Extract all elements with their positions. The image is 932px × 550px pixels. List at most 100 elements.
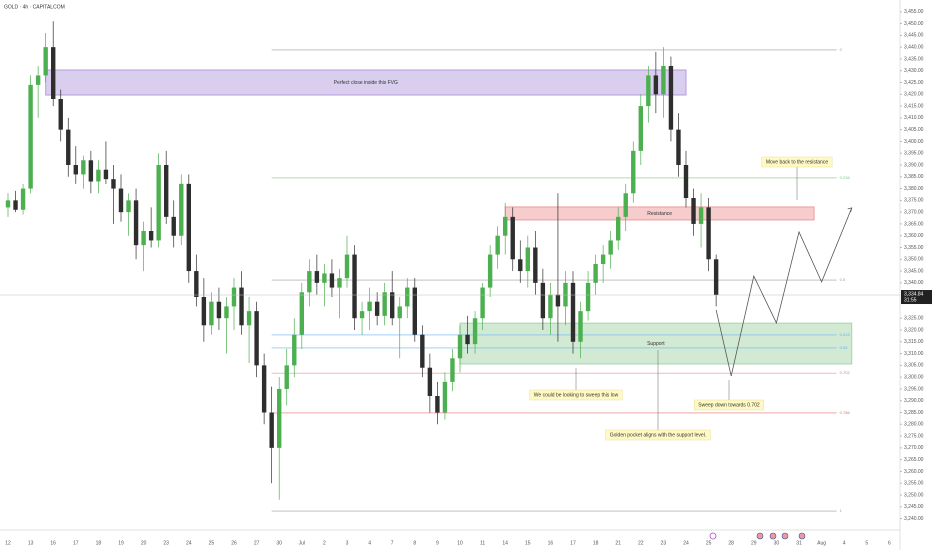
x-tick-label: 17 — [570, 540, 576, 546]
candle-body — [593, 264, 598, 283]
candle-body — [307, 271, 312, 293]
fib-label: 0.5 — [840, 277, 846, 282]
x-tick-label: 27 — [254, 540, 260, 546]
y-tick-label: 3,255.00 — [904, 481, 924, 487]
x-tick-label: 28 — [728, 540, 734, 546]
annotation-box — [605, 429, 711, 441]
x-tick-label: 30 — [276, 540, 282, 546]
y-tick-label: 3,295.00 — [904, 386, 924, 392]
candle-body — [382, 292, 387, 316]
event-icons — [709, 532, 806, 540]
x-tick-label: 9 — [436, 540, 439, 546]
candle-body — [13, 200, 18, 210]
x-tick-label: 6 — [888, 540, 891, 546]
candle-body — [397, 306, 402, 319]
x-tick-label: 3 — [346, 540, 349, 546]
candle-body — [638, 106, 643, 151]
candle-body — [420, 334, 425, 368]
y-tick-label: 3,450.00 — [904, 21, 924, 27]
candle-body — [442, 381, 448, 413]
candle-body — [691, 198, 696, 224]
fib-label: 0 — [840, 47, 843, 52]
annotation-box — [529, 389, 623, 401]
candle-body — [518, 259, 523, 272]
candle-body — [616, 216, 621, 241]
y-tick-label: 3,275.00 — [904, 433, 924, 439]
y-tick-label: 3,455.00 — [904, 9, 924, 15]
zone-label: Resistance — [647, 211, 672, 217]
y-tick-label: 3,240.00 — [904, 516, 924, 522]
countdown: 31:55 — [904, 297, 917, 303]
candle-body — [653, 75, 659, 95]
fib-label: 0.65 — [840, 345, 849, 350]
fib-label: 1 — [840, 508, 843, 513]
y-tick-label: 3,325.00 — [904, 316, 924, 322]
x-tick-label: 24 — [186, 540, 192, 546]
candle-body — [623, 193, 628, 217]
x-tick-label: 7 — [391, 540, 394, 546]
candle-body — [269, 412, 274, 448]
projection-path — [715, 207, 853, 377]
candle-body — [540, 282, 546, 319]
y-tick-label: 3,425.00 — [904, 80, 924, 86]
candle-body — [683, 165, 689, 198]
y-tick-label: 3,355.00 — [904, 245, 924, 251]
y-tick-label: 3,250.00 — [904, 492, 924, 498]
candle-body — [209, 301, 214, 326]
candle-body — [28, 84, 33, 189]
y-tick-label: 3,360.00 — [904, 233, 924, 239]
y-tick-label: 3,435.00 — [904, 56, 924, 62]
candle-body — [239, 287, 244, 326]
candle-body — [608, 240, 613, 255]
y-tick-label: 3,440.00 — [904, 44, 924, 50]
y-tick-label: 3,445.00 — [904, 33, 924, 39]
fib-label: 0.236 — [840, 175, 851, 180]
candle-body — [43, 47, 48, 76]
candle-body — [706, 207, 711, 260]
candle-body — [374, 301, 380, 316]
y-tick-label: 3,285.00 — [904, 410, 924, 416]
candle-body — [555, 294, 561, 307]
candle-body — [96, 169, 101, 182]
annotation: Golden pocket aligns with the support le… — [610, 432, 706, 438]
candle-body — [585, 282, 591, 312]
y-tick-label: 3,370.00 — [904, 209, 924, 215]
y-tick-label: 3,395.00 — [904, 151, 924, 157]
x-tick-label: 18 — [593, 540, 599, 546]
candle-body — [231, 287, 237, 307]
candle-body — [171, 216, 176, 236]
x-tick-label: 30 — [774, 540, 780, 546]
x-tick-label: 20 — [141, 540, 147, 546]
chart-title: GOLD · 4h · CAPITALCOM — [4, 4, 65, 10]
x-tick-label: 4 — [843, 540, 846, 546]
candle-body — [133, 200, 139, 246]
y-tick-label: 3,380.00 — [904, 186, 924, 192]
candle-body — [35, 75, 41, 85]
candle-body — [570, 282, 576, 342]
candle-body — [284, 365, 289, 389]
candle-body — [322, 273, 327, 283]
y-tick-label: 3,415.00 — [904, 103, 924, 109]
candle-body — [510, 216, 515, 260]
candle-body — [194, 271, 199, 297]
candle-body — [713, 259, 719, 296]
candle-body — [631, 150, 636, 194]
candle-body — [66, 129, 71, 165]
candle-body — [457, 334, 463, 359]
y-tick-label: 3,375.00 — [904, 198, 924, 204]
x-tick-label: 23 — [163, 540, 169, 546]
x-tick-label: 26 — [231, 540, 237, 546]
y-tick-label: 3,345.00 — [904, 268, 924, 274]
candle-body — [73, 165, 78, 175]
candle-body — [600, 254, 606, 264]
x-tick-label: 23 — [661, 540, 667, 546]
price-label: 3,334.84 — [904, 291, 924, 297]
candle-body — [450, 358, 455, 382]
candle-body — [292, 334, 297, 366]
y-tick-label: 3,365.00 — [904, 221, 924, 227]
candle-body — [480, 287, 485, 319]
projection-arrowhead — [847, 207, 853, 212]
price-label-box — [901, 290, 932, 305]
candle-body — [668, 66, 674, 130]
